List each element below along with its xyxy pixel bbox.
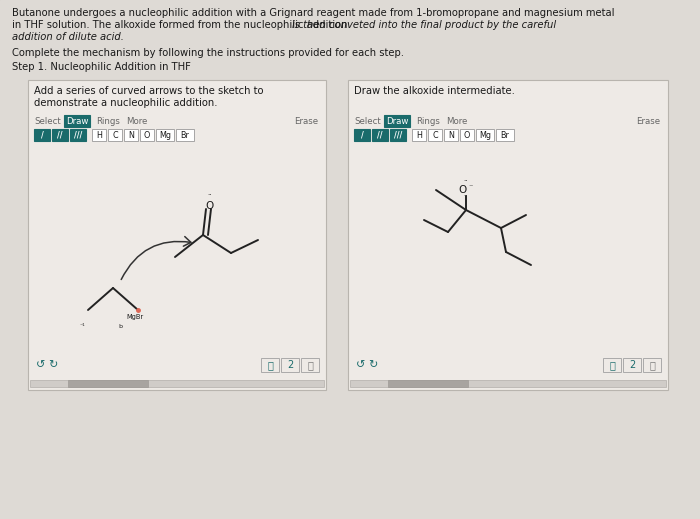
Text: Butanone undergoes a nucleophilic addition with a Grignard reagent made from 1-b: Butanone undergoes a nucleophilic additi… (12, 8, 615, 18)
Text: //: // (377, 131, 383, 140)
Text: ///: /// (394, 131, 402, 140)
Bar (34, 129, 50, 141)
Text: /: / (41, 131, 43, 140)
Bar (68, 380, 148, 387)
Text: 🔍: 🔍 (267, 360, 273, 370)
Text: //: // (57, 131, 63, 140)
Bar (301, 358, 319, 372)
Text: Add a series of curved arrows to the sketch to: Add a series of curved arrows to the ske… (34, 86, 263, 96)
Text: is then conveted into the final product by the careful: is then conveted into the final product … (292, 20, 556, 30)
Bar (64, 115, 90, 127)
Bar (428, 129, 442, 141)
Bar (70, 129, 86, 141)
Bar (156, 129, 174, 141)
Text: ··: ·· (463, 178, 468, 184)
Text: N: N (448, 131, 454, 140)
Text: Complete the mechanism by following the instructions provided for each step.: Complete the mechanism by following the … (12, 48, 404, 58)
Bar (412, 129, 426, 141)
Text: Draw the alkoxide intermediate.: Draw the alkoxide intermediate. (354, 86, 515, 96)
Text: C: C (432, 131, 438, 140)
Bar (384, 115, 410, 127)
Text: demonstrate a nucleophilic addition.: demonstrate a nucleophilic addition. (34, 98, 218, 108)
Bar (348, 80, 668, 390)
Text: ↺: ↺ (356, 360, 365, 370)
Text: O: O (144, 131, 150, 140)
Text: Select: Select (354, 117, 381, 126)
Bar (281, 358, 299, 372)
Text: Rings: Rings (416, 117, 440, 126)
Bar (350, 380, 666, 387)
Bar (643, 358, 661, 372)
Bar (496, 129, 514, 141)
Bar (261, 358, 279, 372)
FancyArrowPatch shape (121, 237, 191, 280)
Text: ⁻¹: ⁻¹ (80, 324, 85, 329)
Bar (603, 358, 621, 372)
Text: More: More (446, 117, 468, 126)
Text: More: More (126, 117, 148, 126)
Bar (460, 129, 474, 141)
Text: in THF solution. The alkoxide formed from the nucleophilic addition: in THF solution. The alkoxide formed fro… (12, 20, 351, 30)
Bar (388, 380, 468, 387)
Bar (30, 380, 324, 387)
Text: 🔍: 🔍 (609, 360, 615, 370)
Bar (52, 129, 68, 141)
Bar (108, 129, 122, 141)
Text: O: O (205, 201, 214, 211)
Text: Erase: Erase (294, 117, 318, 126)
Text: MgBr: MgBr (126, 314, 143, 320)
Text: O: O (464, 131, 470, 140)
Text: b: b (118, 324, 122, 329)
Text: Step 1. Nucleophilic Addition in THF: Step 1. Nucleophilic Addition in THF (12, 62, 191, 72)
Text: 2: 2 (287, 360, 293, 370)
Text: ⁻: ⁻ (468, 182, 472, 191)
Text: H: H (96, 131, 102, 140)
Text: ///: /// (74, 131, 82, 140)
Bar (92, 129, 106, 141)
Text: Draw: Draw (386, 117, 408, 126)
Text: Br: Br (181, 131, 190, 140)
Text: Select: Select (34, 117, 61, 126)
Bar (354, 129, 370, 141)
Text: Mg: Mg (479, 131, 491, 140)
Text: N: N (128, 131, 134, 140)
Text: Erase: Erase (636, 117, 660, 126)
Text: ↻: ↻ (48, 360, 57, 370)
Text: H: H (416, 131, 422, 140)
Bar (476, 129, 494, 141)
Bar (390, 129, 406, 141)
Text: O: O (458, 185, 466, 195)
Bar (176, 129, 194, 141)
Text: ··: ·· (207, 192, 211, 198)
Bar (140, 129, 154, 141)
Text: 2: 2 (629, 360, 635, 370)
Bar (623, 358, 641, 372)
Bar (28, 80, 326, 390)
Text: ↻: ↻ (368, 360, 377, 370)
Text: C: C (112, 131, 118, 140)
Bar (372, 129, 388, 141)
Bar (444, 129, 458, 141)
Text: Br: Br (500, 131, 510, 140)
Text: Mg: Mg (159, 131, 171, 140)
Text: ··: ·· (463, 193, 468, 199)
Text: 🔍: 🔍 (307, 360, 313, 370)
Text: /: / (360, 131, 363, 140)
Text: addition of dilute acid.: addition of dilute acid. (12, 32, 124, 42)
Text: 🔍: 🔍 (649, 360, 655, 370)
Text: Draw: Draw (66, 117, 88, 126)
Text: ↺: ↺ (36, 360, 46, 370)
Text: Rings: Rings (96, 117, 120, 126)
Bar (124, 129, 138, 141)
